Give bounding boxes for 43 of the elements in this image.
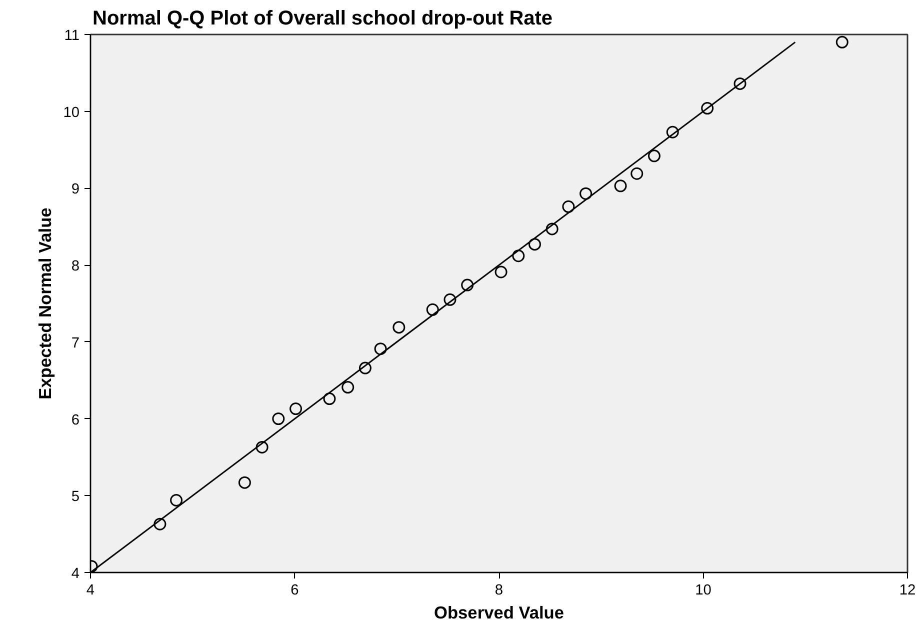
y-tick-label: 8 bbox=[71, 258, 80, 275]
point bbox=[580, 187, 592, 200]
x-tick-label: 12 bbox=[899, 582, 916, 598]
x-tick-label: 10 bbox=[695, 582, 712, 598]
point bbox=[256, 440, 268, 454]
point bbox=[238, 476, 251, 489]
point bbox=[562, 200, 575, 213]
point bbox=[512, 250, 525, 262]
point bbox=[374, 342, 387, 356]
point bbox=[358, 362, 372, 374]
x-tick-label: 4 bbox=[86, 582, 95, 598]
point bbox=[392, 321, 406, 334]
point bbox=[701, 102, 714, 115]
chart-title: Normal Q-Q Plot of Overall school drop-out Rate bbox=[92, 8, 553, 30]
point bbox=[648, 150, 660, 162]
point bbox=[272, 412, 285, 426]
point bbox=[528, 238, 541, 251]
point bbox=[323, 392, 336, 406]
point bbox=[614, 180, 627, 192]
y-tick-label: 9 bbox=[71, 182, 80, 198]
y-tick-label: 5 bbox=[71, 489, 80, 506]
point bbox=[290, 402, 302, 416]
y-axis-title: Expected Normal Value bbox=[35, 207, 56, 400]
y-tick-label: 7 bbox=[71, 335, 80, 352]
point bbox=[170, 494, 183, 506]
point bbox=[426, 303, 439, 316]
x-tick-label: 6 bbox=[290, 582, 299, 598]
point bbox=[630, 167, 644, 180]
y-tick-label: 10 bbox=[63, 104, 80, 121]
point bbox=[494, 266, 508, 278]
point bbox=[666, 126, 679, 138]
point bbox=[836, 36, 848, 48]
point bbox=[342, 381, 354, 394]
point bbox=[154, 518, 166, 530]
y-tick-label: 11 bbox=[64, 28, 80, 44]
point bbox=[461, 278, 474, 292]
y-tick-label: 4 bbox=[71, 566, 80, 582]
x-tick-label: 8 bbox=[494, 582, 504, 598]
point bbox=[734, 77, 746, 90]
point bbox=[546, 222, 558, 236]
x-axis-title: Observed Value bbox=[434, 602, 564, 622]
point bbox=[444, 293, 456, 306]
y-tick-label: 6 bbox=[71, 412, 80, 428]
